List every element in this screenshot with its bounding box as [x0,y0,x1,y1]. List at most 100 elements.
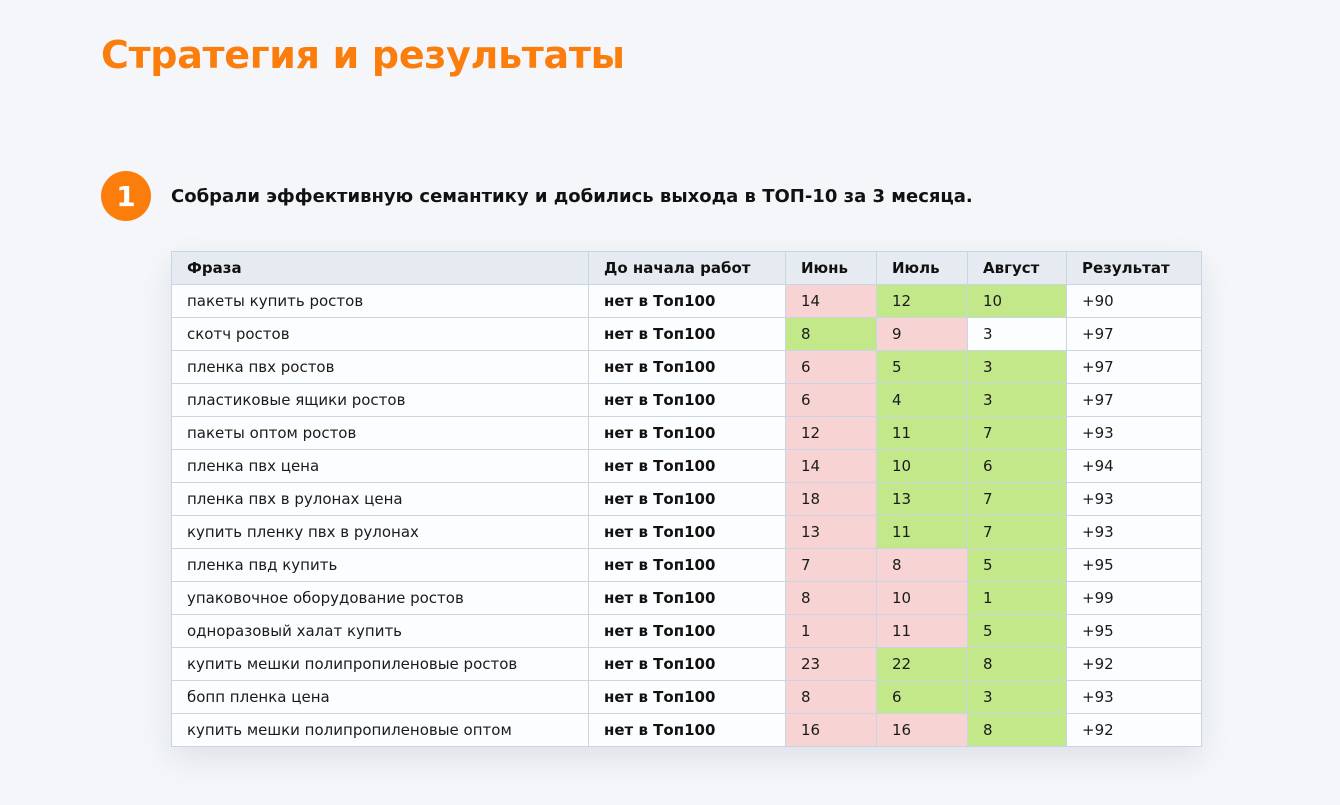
cell-june: 13 [785,515,877,549]
cell-phrase: купить пленку пвх в рулонах [171,515,589,549]
cell-august: 3 [967,680,1067,714]
cell-result: +99 [1066,581,1202,615]
cell-june: 16 [785,713,877,747]
table-row: упаковочное оборудование ростов нет в Топ… [171,581,1202,615]
cell-august: 10 [967,284,1067,318]
header-july: Июль [876,251,968,285]
cell-august: 7 [967,515,1067,549]
cell-result: +90 [1066,284,1202,318]
header-june: Июнь [785,251,877,285]
cell-july: 11 [876,614,968,648]
table-row: пакеты купить ростов нет в Топ100 14 12 10 +9… [171,284,1202,318]
table-row: купить мешки полипропиленовые ростов нет … [171,647,1202,681]
table-row: купить пленку пвх в рулонах нет в Топ100 1… [171,515,1202,549]
cell-before: нет в Топ100 [588,350,786,384]
cell-before: нет в Топ100 [588,713,786,747]
step-description: Собрали эффективную семантику и добились… [171,185,973,207]
cell-phrase: купить мешки полипропиленовые оптом [171,713,589,747]
cell-result: +93 [1066,416,1202,450]
header-august: Август [967,251,1067,285]
results-table-container: Фраза До начала работ Июнь Июль Август Р… [171,251,1202,747]
cell-july: 4 [876,383,968,417]
cell-result: +94 [1066,449,1202,483]
table-row: пленка пвх ростов нет в Топ100 6 5 3 +97 [171,350,1202,384]
table-header-row: Фраза До начала работ Июнь Июль Август Р… [171,251,1202,285]
table-row: пластиковые ящики ростов нет в Топ100 6 4 3 +… [171,383,1202,417]
cell-phrase: пакеты оптом ростов [171,416,589,450]
cell-before: нет в Топ100 [588,581,786,615]
cell-before: нет в Топ100 [588,647,786,681]
table-row: купить мешки полипропиленовые оптом нет в… [171,713,1202,747]
cell-phrase: одноразовый халат купить [171,614,589,648]
cell-result: +92 [1066,647,1202,681]
table-row: пленка пвх цена нет в Топ100 14 10 6 +94 [171,449,1202,483]
cell-before: нет в Топ100 [588,482,786,516]
cell-result: +93 [1066,680,1202,714]
cell-phrase: пленка пвх цена [171,449,589,483]
step-1: 1 Собрали эффективную семантику и добили… [101,171,973,221]
cell-phrase: пленка пвд купить [171,548,589,582]
cell-result: +92 [1066,713,1202,747]
table-row: пленка пвд купить нет в Топ100 7 8 5 +95 [171,548,1202,582]
cell-before: нет в Топ100 [588,515,786,549]
cell-phrase: купить мешки полипропиленовые ростов [171,647,589,681]
header-before: До начала работ [588,251,786,285]
cell-july: 11 [876,515,968,549]
cell-july: 11 [876,416,968,450]
cell-phrase: пленка пвх ростов [171,350,589,384]
cell-phrase: пластиковые ящики ростов [171,383,589,417]
cell-june: 12 [785,416,877,450]
cell-july: 9 [876,317,968,351]
cell-july: 22 [876,647,968,681]
cell-before: нет в Топ100 [588,383,786,417]
cell-result: +93 [1066,482,1202,516]
cell-july: 8 [876,548,968,582]
cell-before: нет в Топ100 [588,614,786,648]
cell-august: 6 [967,449,1067,483]
cell-june: 14 [785,449,877,483]
header-result: Результат [1066,251,1202,285]
cell-before: нет в Топ100 [588,548,786,582]
cell-result: +95 [1066,614,1202,648]
cell-before: нет в Топ100 [588,680,786,714]
cell-before: нет в Топ100 [588,416,786,450]
results-table: Фраза До начала работ Июнь Июль Август Р… [171,251,1202,747]
cell-june: 6 [785,383,877,417]
cell-phrase: скотч ростов [171,317,589,351]
cell-june: 8 [785,581,877,615]
cell-phrase: упаковочное оборудование ростов [171,581,589,615]
cell-july: 5 [876,350,968,384]
cell-june: 7 [785,548,877,582]
table-row: бопп пленка цена нет в Топ100 8 6 3 +93 [171,680,1202,714]
cell-august: 5 [967,614,1067,648]
cell-phrase: бопп пленка цена [171,680,589,714]
cell-august: 8 [967,713,1067,747]
cell-august: 7 [967,416,1067,450]
table-row: пленка пвх в рулонах цена нет в Топ100 18 1… [171,482,1202,516]
cell-july: 10 [876,581,968,615]
page-title: Стратегия и результаты [101,33,625,77]
cell-june: 6 [785,350,877,384]
cell-june: 8 [785,680,877,714]
cell-august: 7 [967,482,1067,516]
cell-august: 3 [967,317,1067,351]
cell-result: +97 [1066,317,1202,351]
cell-july: 16 [876,713,968,747]
cell-before: нет в Топ100 [588,284,786,318]
cell-august: 3 [967,350,1067,384]
step-number-badge: 1 [101,171,151,221]
cell-june: 18 [785,482,877,516]
cell-before: нет в Топ100 [588,317,786,351]
cell-result: +95 [1066,548,1202,582]
table-row: скотч ростов нет в Топ100 8 9 3 +97 [171,317,1202,351]
cell-before: нет в Топ100 [588,449,786,483]
cell-june: 8 [785,317,877,351]
cell-result: +97 [1066,350,1202,384]
cell-result: +97 [1066,383,1202,417]
cell-phrase: пакеты купить ростов [171,284,589,318]
table-row: пакеты оптом ростов нет в Топ100 12 11 7 +93 [171,416,1202,450]
cell-july: 10 [876,449,968,483]
cell-august: 3 [967,383,1067,417]
cell-result: +93 [1066,515,1202,549]
cell-august: 1 [967,581,1067,615]
